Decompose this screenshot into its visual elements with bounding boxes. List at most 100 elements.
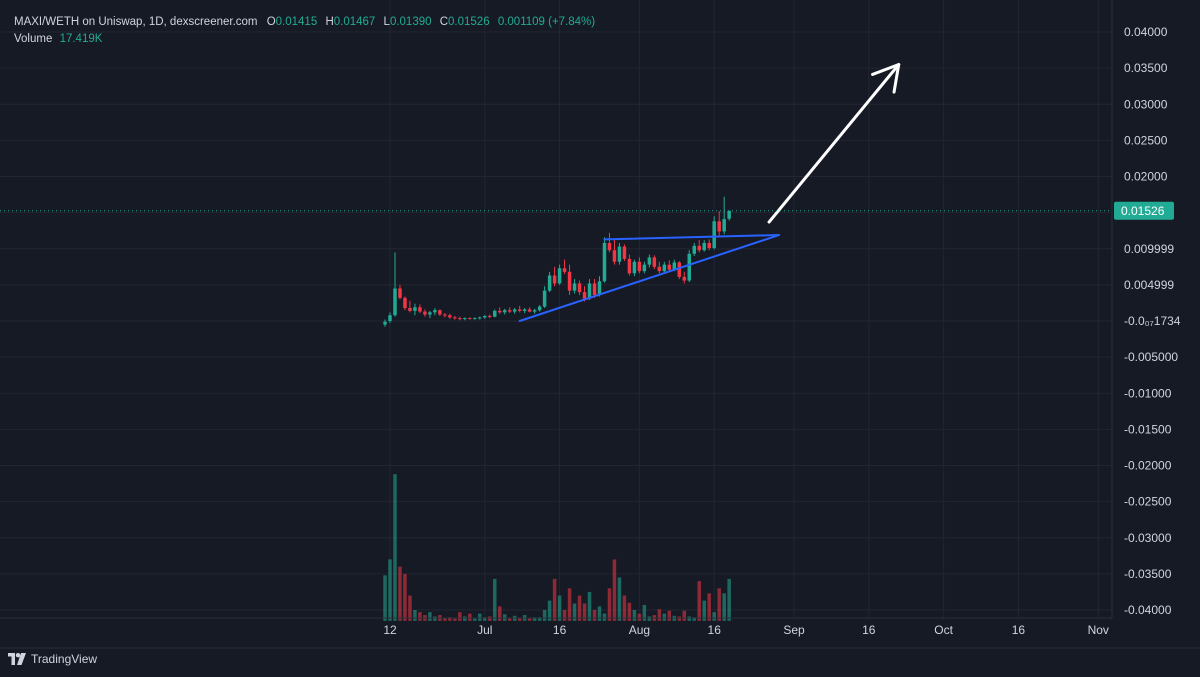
volume-bar bbox=[557, 595, 562, 621]
y-tick-label: -0.01500 bbox=[1124, 422, 1172, 436]
volume-bar bbox=[507, 617, 512, 621]
candle-body bbox=[532, 310, 537, 312]
volume-label[interactable]: Volume bbox=[14, 33, 53, 45]
volume-bar bbox=[393, 474, 397, 621]
volume-bar bbox=[577, 595, 582, 621]
candle-body bbox=[542, 290, 547, 307]
candle-body bbox=[712, 221, 716, 249]
open-value: 0.01415 bbox=[275, 16, 318, 28]
volume-bar bbox=[473, 618, 477, 621]
drawings[interactable] bbox=[518, 63, 901, 322]
volume-bar bbox=[443, 617, 447, 621]
volume-bar bbox=[483, 617, 487, 621]
candle-body bbox=[433, 310, 437, 313]
low-value: 0.01390 bbox=[389, 16, 432, 28]
candle-body bbox=[458, 318, 462, 320]
candle-body bbox=[627, 258, 632, 274]
candle-body bbox=[468, 318, 472, 320]
candle-body bbox=[448, 315, 452, 318]
candle-body bbox=[492, 310, 497, 317]
candle-body bbox=[722, 219, 726, 232]
candle-body bbox=[512, 309, 517, 312]
volume-bar bbox=[388, 559, 392, 621]
candle-body bbox=[622, 246, 627, 259]
symbol-title[interactable]: MAXI/WETH on Uniswap, 1D, dexscreener.co… bbox=[14, 16, 258, 28]
volume-bar bbox=[667, 610, 672, 621]
candle-body bbox=[687, 253, 692, 281]
x-tick-label: 16 bbox=[862, 623, 876, 637]
volume-bar bbox=[587, 591, 592, 621]
candle-body bbox=[637, 261, 642, 272]
candle-body bbox=[652, 257, 657, 267]
chart-legend: MAXI/WETH on Uniswap, 1D, dexscreener.co… bbox=[14, 14, 595, 48]
candle-body bbox=[423, 311, 427, 315]
volume-bar bbox=[617, 577, 622, 621]
volume-bar bbox=[692, 617, 696, 621]
volume-bar bbox=[687, 616, 692, 621]
candle-body bbox=[727, 210, 731, 219]
volume-bar bbox=[398, 566, 402, 621]
volume-bar bbox=[478, 613, 482, 621]
volume-bar bbox=[607, 588, 612, 621]
volume-bar bbox=[702, 600, 706, 621]
close-label: C bbox=[439, 16, 449, 28]
candle-body bbox=[577, 283, 582, 293]
close-value: 0.01526 bbox=[448, 16, 490, 28]
candle-body bbox=[642, 264, 647, 272]
last-price-label: 0.01526 bbox=[1121, 204, 1165, 218]
y-tick-label: -0.005000 bbox=[1124, 350, 1178, 364]
candle-body bbox=[572, 283, 577, 291]
trendline-lower bbox=[518, 234, 781, 322]
y-tick-label: 0.02000 bbox=[1124, 170, 1168, 184]
volume-bar bbox=[717, 588, 721, 621]
volume-bar bbox=[537, 617, 542, 621]
volume-bar bbox=[602, 613, 607, 621]
candle-body bbox=[632, 261, 637, 274]
volume-bar bbox=[527, 617, 532, 621]
candle-body bbox=[488, 315, 492, 317]
candle-body bbox=[478, 317, 482, 319]
candle-body bbox=[393, 288, 397, 316]
candle-body bbox=[697, 245, 701, 251]
volume-bar bbox=[562, 610, 567, 621]
candle-body bbox=[667, 264, 672, 270]
x-tick-label: Oct bbox=[934, 623, 953, 637]
y-tick-label: -0.03500 bbox=[1124, 567, 1172, 581]
x-tick-label: Jul bbox=[477, 623, 492, 637]
volume-bar bbox=[448, 617, 452, 621]
candle-body bbox=[398, 288, 402, 298]
candle-body bbox=[537, 306, 542, 311]
candle-body bbox=[662, 264, 667, 272]
candle-body bbox=[567, 271, 572, 291]
tradingview-brand[interactable]: TradingView bbox=[8, 652, 97, 666]
volume-bar bbox=[712, 612, 716, 621]
candle-body bbox=[597, 281, 602, 295]
volume-bar bbox=[637, 613, 642, 621]
volume-bar bbox=[647, 616, 652, 621]
volume-bar bbox=[428, 612, 432, 621]
candle-body bbox=[607, 242, 612, 251]
volume-bar bbox=[707, 593, 711, 621]
candle-body bbox=[602, 242, 607, 282]
candle-body bbox=[677, 262, 682, 277]
y-tick-label: 0.02500 bbox=[1124, 133, 1168, 147]
grid-lines bbox=[0, 0, 1112, 618]
x-tick-label: Sep bbox=[783, 623, 805, 637]
candle-body bbox=[582, 292, 587, 299]
candle-body bbox=[557, 268, 562, 284]
volume-bar bbox=[632, 610, 637, 621]
candle-body bbox=[562, 268, 567, 272]
y-tick-label: -0.04000 bbox=[1124, 603, 1172, 617]
brand-name: TradingView bbox=[31, 652, 98, 666]
open-label: O bbox=[266, 16, 276, 28]
volume-bar bbox=[572, 603, 577, 621]
volume-bar bbox=[418, 612, 422, 621]
volume-bar bbox=[532, 617, 537, 621]
y-tick-label: 0.03000 bbox=[1124, 97, 1168, 111]
high-value: 0.01467 bbox=[333, 16, 376, 28]
candle-body bbox=[473, 318, 477, 320]
volume-bar bbox=[567, 588, 572, 621]
